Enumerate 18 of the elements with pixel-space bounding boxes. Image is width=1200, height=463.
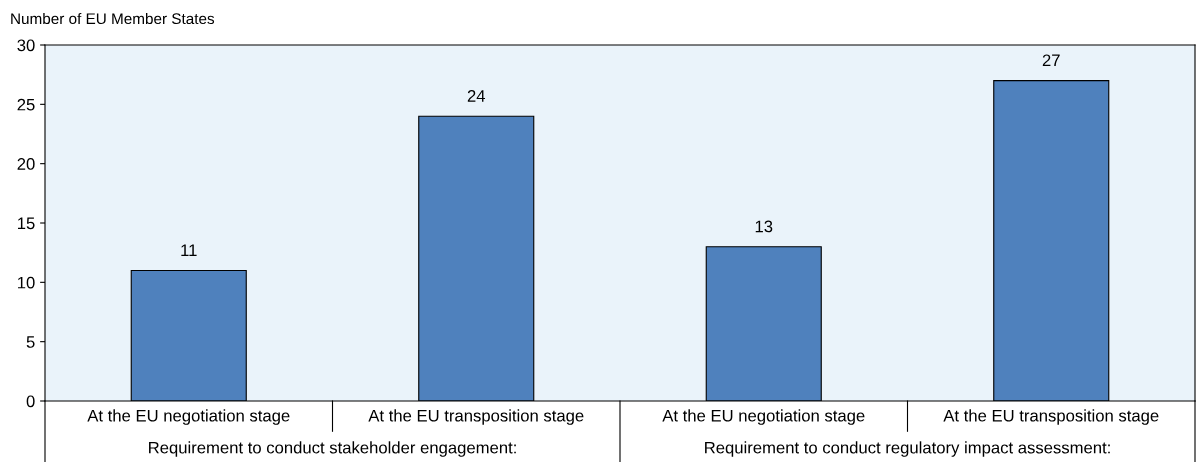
y-tick-label: 10 [18,276,35,289]
y-tick-label: 20 [17,158,35,170]
y-tick-label: 25 [17,98,35,111]
x-tick-label: At the EU transposition stage [368,409,584,425]
x-tick-label: At the EU transposition stage [943,409,1159,425]
data-label: 24 [467,89,486,102]
y-tick-label: 30 [17,39,35,52]
y-axis-title: Number of EU Member States [11,12,215,25]
y-tick-label: 0 [26,395,35,408]
text: Requirement to conduct regulatory impact assessment: [705,441,1110,457]
x-tick-label: At the EU negotiation stage [87,409,290,425]
y-tick-label: 15 [18,217,35,230]
text: Requirement to conduct stakeholder engagement: [149,441,516,457]
data-label: 27 [1042,54,1060,67]
y-tick-label: 5 [26,336,35,348]
data-label: 13 [755,220,773,233]
x-tick-label: At the EU negotiation stage [662,409,865,425]
data-label: 11 [181,244,197,256]
